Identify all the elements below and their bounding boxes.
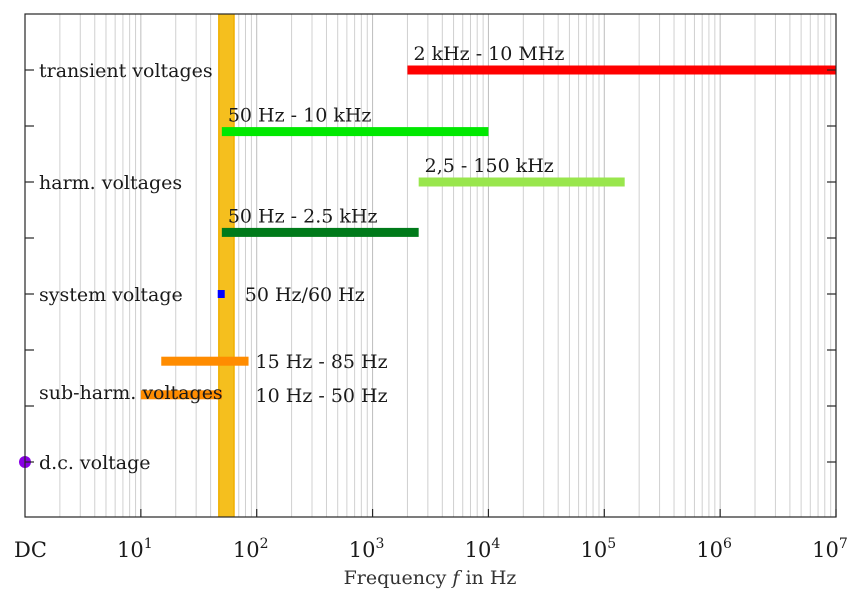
category-label: d.c. voltage bbox=[39, 452, 151, 474]
grid-lines bbox=[59, 14, 832, 517]
range-bar bbox=[140, 390, 222, 400]
range-label: 50 Hz/60 Hz bbox=[245, 284, 365, 306]
range-label: 10 Hz - 50 Hz bbox=[256, 385, 388, 407]
category-label: harm. voltages bbox=[39, 172, 182, 194]
range-bar bbox=[221, 127, 489, 137]
x-tick-label: 103 bbox=[349, 536, 385, 562]
range-bar bbox=[407, 65, 836, 75]
reference-band-layer bbox=[218, 14, 235, 517]
range-label: 15 Hz - 85 Hz bbox=[256, 351, 388, 373]
range-label: 2 kHz - 10 MHz bbox=[413, 43, 564, 65]
range-bar bbox=[221, 227, 419, 237]
range-bar bbox=[418, 177, 625, 187]
category-label: sub-harm. voltages bbox=[39, 382, 223, 404]
dc-tick-label: DC bbox=[14, 538, 47, 562]
x-axis-label: Frequency f in Hz bbox=[344, 567, 517, 589]
axis-ticks-layer bbox=[25, 69, 837, 517]
x-tick-label: 102 bbox=[233, 536, 269, 562]
range-bar bbox=[161, 356, 249, 366]
reference-band bbox=[218, 14, 235, 517]
x-tick-label: 106 bbox=[696, 536, 732, 562]
range-label: 50 Hz - 10 kHz bbox=[228, 105, 372, 127]
range-label: 2,5 - 150 kHz bbox=[425, 155, 554, 177]
x-tick-label: 104 bbox=[465, 536, 501, 562]
category-label: transient voltages bbox=[39, 60, 213, 82]
labels-layer: 2 kHz - 10 MHz 50 Hz - 10 kHz 2,5 - 150 kH… bbox=[39, 43, 848, 562]
x-tick-label: 105 bbox=[580, 536, 616, 562]
plot-frame bbox=[24, 13, 837, 518]
category-label: system voltage bbox=[39, 284, 183, 306]
range-label: 50 Hz - 2.5 kHz bbox=[228, 205, 378, 227]
x-tick-label: 107 bbox=[812, 536, 848, 562]
range-bar bbox=[217, 290, 225, 298]
x-tick-label: 101 bbox=[117, 536, 153, 562]
